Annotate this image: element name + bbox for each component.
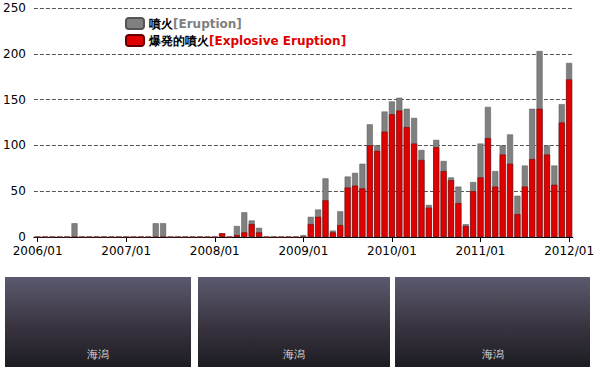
svg-text:海潟: 海潟 [482,348,504,361]
svg-text:噴火: 噴火 [149,17,174,31]
svg-text:海潟: 海潟 [87,348,109,361]
svg-text:[Explosive Eruption]: [Explosive Eruption] [209,34,346,48]
svg-text:爆発的噴火: 爆発的噴火 [148,34,210,48]
svg-text:0: 0 [18,230,26,244]
svg-text:[Eruption]: [Eruption] [173,17,242,31]
svg-text:2011/01: 2011/01 [456,244,506,258]
svg-text:150: 150 [3,93,26,107]
svg-text:2009/01: 2009/01 [278,244,328,258]
svg-text:2010/01: 2010/01 [367,244,417,258]
svg-text:2007/01: 2007/01 [101,244,151,258]
svg-text:200: 200 [3,47,26,61]
svg-text:2008/01: 2008/01 [190,244,240,258]
svg-text:海潟: 海潟 [283,348,305,361]
svg-text:250: 250 [3,1,26,15]
svg-text:2006/01: 2006/01 [13,244,63,258]
svg-text:2012/01: 2012/01 [544,244,594,258]
svg-text:50: 50 [11,184,26,198]
svg-text:100: 100 [3,138,26,152]
